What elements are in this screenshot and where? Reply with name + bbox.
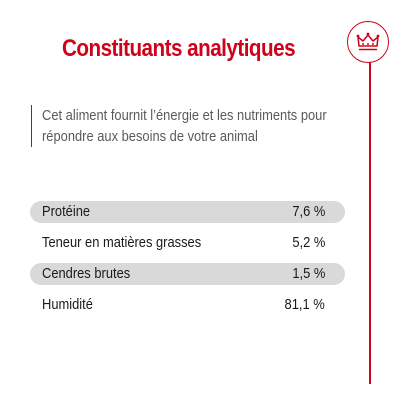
intro-line-2: répondre aux besoins de votre animal bbox=[42, 128, 258, 145]
constituent-value: 1,5 % bbox=[292, 265, 325, 282]
constituent-value: 5,2 % bbox=[292, 234, 325, 251]
constituent-label: Cendres brutes bbox=[42, 265, 131, 282]
brand-badge bbox=[347, 21, 389, 63]
constituent-row-ash: Cendres brutes 1,5 % bbox=[30, 263, 345, 285]
constituent-value: 7,6 % bbox=[292, 203, 325, 220]
constituent-label: Protéine bbox=[42, 203, 91, 220]
analytical-constituents-table: Protéine 7,6 % Teneur en matières grasse… bbox=[30, 201, 345, 325]
constituent-label: Teneur en matières grasses bbox=[42, 234, 202, 251]
constituent-row-fat: Teneur en matières grasses 5,2 % bbox=[30, 232, 345, 254]
constituent-row-moisture: Humidité 81,1 % bbox=[30, 294, 345, 316]
crown-icon bbox=[356, 32, 380, 51]
page-title: Constituants analytiques bbox=[62, 35, 296, 62]
intro-line-1: Cet aliment fournit l’énergie et les nut… bbox=[42, 107, 327, 124]
constituent-value: 81,1 % bbox=[284, 296, 325, 313]
constituent-row-protein: Protéine 7,6 % bbox=[30, 201, 345, 223]
brand-divider-line bbox=[369, 60, 371, 384]
intro-text: Cet aliment fournit l’énergie et les nut… bbox=[31, 105, 362, 147]
constituent-label: Humidité bbox=[42, 296, 93, 313]
